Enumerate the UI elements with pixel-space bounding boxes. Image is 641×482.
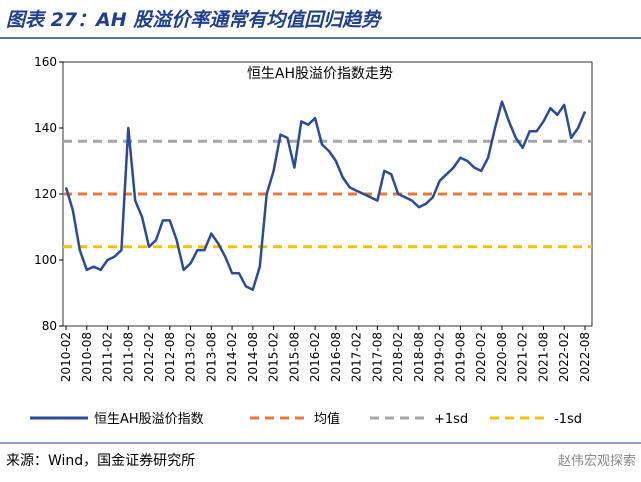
x-tick-label: 2013-08 — [204, 332, 218, 382]
x-tick-label: 2010-02 — [59, 332, 73, 382]
x-tick-label: 2020-08 — [495, 332, 509, 382]
x-tick-label: 2019-02 — [433, 332, 447, 382]
legend-label: 均值 — [314, 411, 340, 427]
x-tick-label: 2014-02 — [225, 332, 239, 382]
x-tick-label: 2022-08 — [578, 332, 592, 382]
x-tick-label: 2011-02 — [101, 332, 115, 382]
x-tick-label: 2016-02 — [308, 332, 322, 382]
source: 来源：Wind，国金证券研究所 — [6, 453, 195, 469]
y-tick-label: 140 — [34, 121, 57, 135]
x-tick-label: 2018-08 — [412, 332, 426, 382]
x-tick-label: 2011-08 — [121, 332, 135, 382]
x-tick-label: 2012-08 — [163, 332, 177, 382]
chart-title: 恒生AH股溢价指数走势 — [247, 66, 393, 82]
y-tick-label: 160 — [34, 55, 57, 69]
x-tick-label: 2012-02 — [142, 332, 156, 382]
x-tick-label: 2014-08 — [246, 332, 260, 382]
legend-label: -1sd — [554, 412, 582, 427]
x-tick-label: 2021-02 — [516, 332, 530, 382]
x-tick-label: 2018-02 — [391, 332, 405, 382]
x-tick-label: 2013-02 — [184, 332, 198, 382]
y-tick-label: 120 — [34, 187, 57, 201]
x-tick-label: 2019-08 — [453, 332, 467, 382]
legend-label: 恒生AH股溢价指数 — [94, 412, 204, 427]
x-tick-label: 2017-02 — [350, 332, 364, 382]
y-tick-label: 80 — [42, 319, 57, 333]
x-tick-label: 2021-08 — [536, 332, 550, 382]
y-tick-label: 100 — [34, 253, 57, 267]
x-tick-label: 2015-08 — [287, 332, 301, 382]
watermark: 赵伟宏观探索 — [558, 454, 636, 469]
series-line — [64, 100, 587, 291]
x-tick-label: 2022-02 — [557, 332, 571, 382]
legend-label: +1sd — [434, 412, 468, 427]
x-tick-label: 2016-08 — [329, 332, 343, 382]
figure-title: 图表 27：AH 股溢价率通常有均值回归趋势 — [6, 9, 383, 31]
x-tick-label: 2020-02 — [474, 332, 488, 382]
x-tick-label: 2017-08 — [370, 332, 384, 382]
x-tick-label: 2015-02 — [267, 332, 281, 382]
x-tick-label: 2010-08 — [80, 332, 94, 382]
